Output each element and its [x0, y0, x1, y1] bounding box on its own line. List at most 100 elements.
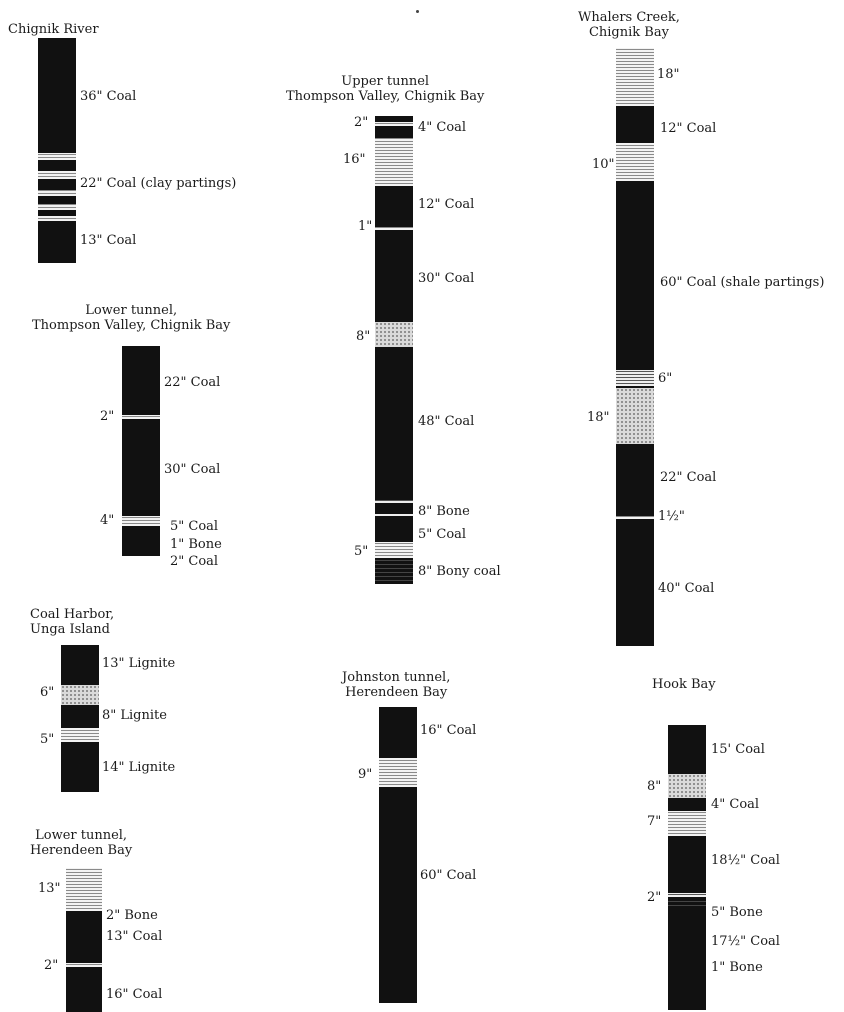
layer-label: 4": [100, 513, 115, 528]
layer-label: 2": [100, 409, 115, 424]
layer-label: 8": [647, 779, 662, 794]
layer-label: 12" Coal: [660, 121, 717, 136]
section-column-chignik-river: [38, 38, 76, 263]
section-column-upper-tunnel-thompson: [375, 116, 413, 584]
parting-layer: [668, 774, 706, 798]
bone-layer: [375, 514, 413, 516]
section-title-lower-tunnel-herendeen: Lower tunnel, Herendeen Bay: [30, 828, 133, 858]
parting-layer: [379, 758, 417, 787]
section-column-lower-tunnel-herendeen: [66, 868, 102, 1012]
parting-layer: [616, 370, 654, 386]
layer-label: 1" Bone: [170, 537, 222, 552]
layer-label: 30" Coal: [418, 271, 475, 286]
section-column-johnston-tunnel: [379, 707, 417, 1003]
layer-label: 8": [356, 329, 371, 344]
parting-layer: [375, 122, 413, 126]
layer-label: 36" Coal: [80, 89, 137, 104]
parting-layer: [375, 138, 413, 186]
layer-label: 2": [647, 890, 662, 905]
layer-label: 2": [44, 958, 59, 973]
section-column-whalers-creek: [616, 48, 654, 646]
layer-label: 22" Coal (clay partings): [80, 176, 237, 191]
layer-label: 5": [40, 732, 55, 747]
layer-label: 13": [38, 881, 61, 896]
layer-label: 2" Bone: [106, 908, 158, 923]
parting-layer: [375, 227, 413, 230]
layer-label: 16" Coal: [106, 987, 163, 1002]
layer-label: 15' Coal: [711, 742, 765, 757]
layer-label: 1" Bone: [711, 960, 763, 975]
section-column-hook-bay: [668, 725, 706, 1010]
layer-label: 1": [358, 219, 373, 234]
parting-layer: [38, 153, 76, 160]
layer-label: 5" Coal: [418, 527, 467, 542]
section-title-coal-harbor: Coal Harbor, Unga Island: [30, 607, 115, 637]
parting-layer: [66, 963, 102, 967]
layer-label: 10": [592, 157, 615, 172]
section-title-upper-tunnel-thompson: Upper tunnel Thompson Valley, Chignik Ba…: [286, 74, 485, 104]
layer-label: 6": [658, 371, 673, 386]
layer-label: 8" Bone: [418, 504, 470, 519]
parting-layer: [616, 48, 654, 106]
layer-label: 13" Lignite: [102, 656, 176, 671]
section-title-chignik-river: Chignik River: [8, 22, 99, 37]
parting-layer: [616, 143, 654, 181]
layer-label: 18½" Coal: [711, 853, 780, 868]
section-title-lower-tunnel-thompson: Lower tunnel, Thompson Valley, Chignik B…: [32, 303, 231, 333]
layer-label: 4" Coal: [711, 797, 760, 812]
layer-label: 2": [354, 115, 369, 130]
layer-label: 16" Coal: [420, 723, 477, 738]
bone-layer: [375, 500, 413, 503]
layer-label: 9": [358, 767, 373, 782]
bone-layer: [668, 893, 706, 897]
section-title-whalers-creek: Whalers Creek, Chignik Bay: [578, 10, 680, 40]
layer-label: 18": [657, 67, 680, 82]
layer-label: 48" Coal: [418, 414, 475, 429]
layer-label: 2" Coal: [170, 554, 219, 569]
layer-label: 60" Coal (shale partings): [660, 275, 825, 290]
layer-label: 18": [587, 410, 610, 425]
layer-label: 5" Coal: [170, 519, 219, 534]
layer-label: 12" Coal: [418, 197, 475, 212]
layer-label: 60" Coal: [420, 868, 477, 883]
print-speck: [416, 10, 419, 13]
parting-layer: [668, 811, 706, 836]
layer-label: 7": [647, 814, 662, 829]
layer-label: 17½" Coal: [711, 934, 780, 949]
section-title-hook-bay: Hook Bay: [652, 677, 716, 692]
parting-layer: [61, 685, 99, 705]
layer-label: 40" Coal: [658, 581, 715, 596]
parting-layer: [66, 868, 102, 911]
parting-layer: [38, 190, 76, 196]
layer-label: 1½": [658, 509, 685, 524]
parting-layer: [122, 415, 160, 419]
parting-layer: [375, 322, 413, 347]
parting-layer: [38, 171, 76, 179]
parting-layer: [122, 516, 160, 526]
parting-layer: [375, 542, 413, 558]
bony-coal-layer: [375, 558, 413, 584]
bony-coal-layer: [668, 901, 706, 909]
layer-label: 13" Coal: [80, 233, 137, 248]
layer-label: 8" Lignite: [102, 708, 167, 723]
parting-layer: [38, 204, 76, 210]
layer-label: 22" Coal: [164, 375, 221, 390]
layer-label: 30" Coal: [164, 462, 221, 477]
parting-layer: [616, 516, 654, 519]
layer-label: 8" Bony coal: [418, 564, 501, 579]
layer-label: 5": [354, 544, 369, 559]
layer-label: 22" Coal: [660, 470, 717, 485]
section-column-coal-harbor: [61, 645, 99, 792]
layer-label: 5" Bone: [711, 905, 763, 920]
parting-layer: [616, 388, 654, 444]
layer-label: 13" Coal: [106, 929, 163, 944]
section-column-lower-tunnel-thompson: [122, 346, 160, 556]
layer-label: 16": [343, 152, 366, 167]
layer-label: 4" Coal: [418, 120, 467, 135]
section-title-johnston-tunnel: Johnston tunnel, Herendeen Bay: [342, 670, 451, 700]
layer-label: 14" Lignite: [102, 760, 176, 775]
parting-layer: [38, 216, 76, 221]
layer-label: 6": [40, 685, 55, 700]
parting-layer: [61, 728, 99, 742]
